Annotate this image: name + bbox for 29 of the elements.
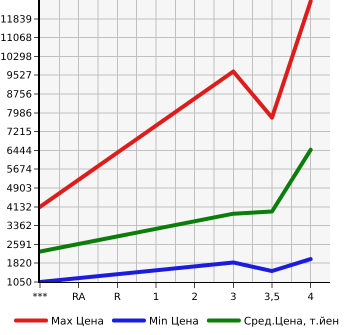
legend-label: Сред.Цена, т.йен bbox=[244, 316, 340, 328]
x-tick-label: 4 bbox=[307, 292, 314, 303]
x-tick-label: 2 bbox=[191, 292, 198, 303]
x-tick-label: R bbox=[114, 292, 121, 303]
legend-label: Max Цена bbox=[51, 316, 104, 328]
y-tick-label: 7215 bbox=[6, 127, 32, 138]
y-tick-label: 7986 bbox=[6, 108, 32, 120]
y-tick-label: 4132 bbox=[6, 202, 32, 214]
legend-label: Min Цена bbox=[148, 316, 199, 328]
line-series bbox=[40, 257, 313, 282]
x-tick-label: RA bbox=[72, 292, 86, 303]
y-tick-label: 2591 bbox=[6, 240, 32, 251]
y-tick-label: 11839 bbox=[0, 14, 32, 26]
x-tick-label: 3 bbox=[230, 292, 237, 303]
y-tick-label: 6444 bbox=[6, 146, 32, 157]
line-series bbox=[40, 0, 313, 209]
y-tick-label: 9527 bbox=[6, 70, 32, 82]
y-tick-label: 5674 bbox=[6, 164, 32, 176]
y-tick-label: 1050 bbox=[6, 278, 32, 288]
y-tick-label: 8756 bbox=[6, 90, 32, 101]
x-tick-label: 3,5 bbox=[264, 292, 280, 303]
y-tick-label: 3362 bbox=[6, 221, 32, 232]
y-tick-label: 1820 bbox=[6, 258, 32, 270]
line-series bbox=[40, 148, 313, 254]
x-tick-label: *** bbox=[32, 292, 48, 303]
y-tick-label: 11068 bbox=[0, 33, 32, 44]
y-tick-label: 10298 bbox=[0, 52, 32, 63]
x-tick-label: 1 bbox=[152, 292, 160, 303]
y-tick-label: 4903 bbox=[6, 184, 32, 195]
